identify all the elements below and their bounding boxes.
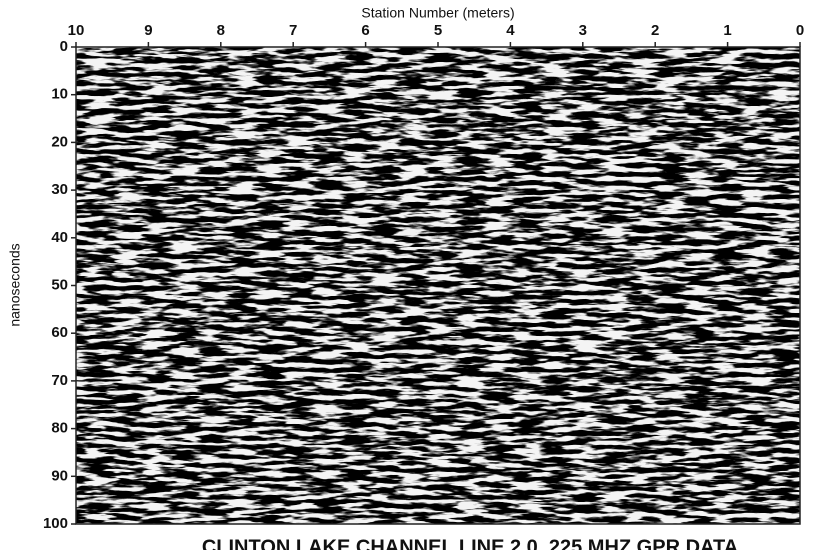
y-tick-label: 10 xyxy=(51,86,68,103)
chart-title: CLINTON LAKE CHANNEL LINE 2.0, 225 MHZ G… xyxy=(202,536,738,550)
y-tick-label: 70 xyxy=(51,372,68,389)
x-axis-label: Station Number (meters) xyxy=(361,5,514,21)
y-tick-label: 0 xyxy=(60,38,68,55)
x-tick-label: 0 xyxy=(796,22,804,39)
y-tick-label: 20 xyxy=(51,133,68,150)
x-tick-label: 6 xyxy=(361,22,369,39)
y-tick-label: 30 xyxy=(51,181,68,198)
x-tick-label: 4 xyxy=(506,22,515,39)
x-tick-label: 1 xyxy=(723,22,731,39)
y-tick-label: 40 xyxy=(51,229,68,246)
radargram-texture xyxy=(76,47,800,524)
wiggle-traces xyxy=(76,47,800,524)
x-tick-label: 10 xyxy=(68,22,85,39)
x-tick-label: 7 xyxy=(289,22,297,39)
y-axis-label: nanoseconds xyxy=(7,243,23,326)
y-tick-label: 90 xyxy=(51,467,68,484)
x-tick-label: 3 xyxy=(579,22,587,39)
y-tick-label: 60 xyxy=(51,324,68,341)
x-tick-label: 5 xyxy=(434,22,442,39)
y-tick-label: 80 xyxy=(51,420,68,437)
x-tick-label: 2 xyxy=(651,22,659,39)
y-tick-label: 100 xyxy=(43,515,68,532)
x-tick-label: 9 xyxy=(144,22,152,39)
x-tick-label: 8 xyxy=(217,22,225,39)
y-tick-label: 50 xyxy=(51,276,68,293)
